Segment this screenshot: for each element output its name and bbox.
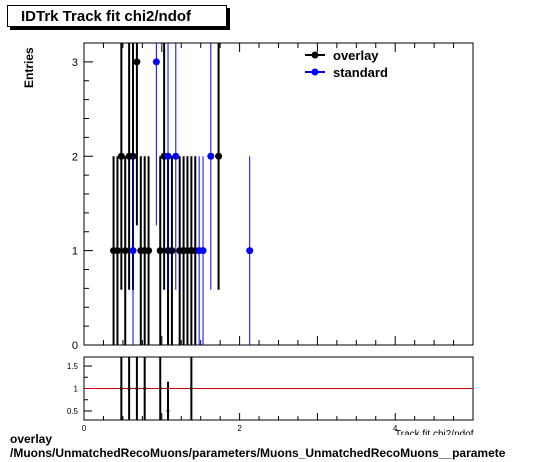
legend-label: standard [333,65,388,80]
footer-line-2: /Muons/UnmatchedRecoMuons/parameters/Muo… [10,446,506,460]
ratio-point [127,387,131,390]
ratio-x-tick-label: 4 [393,424,398,433]
series-standard [129,43,254,345]
y-tick-label: 2 [72,151,78,163]
legend-label: overlay [333,48,379,63]
data-point [121,247,129,255]
ratio-y-tick-label: 1 [74,385,79,394]
data-point [172,152,180,160]
data-point [207,152,215,160]
y-tick-label: 3 [72,57,78,69]
legend-marker [311,51,319,59]
legend-marker [311,68,319,76]
x-axis-label: Track fit chi2/ndof [395,429,474,435]
data-point [246,247,254,255]
ratio-y-tick-label: 0.5 [67,407,79,416]
data-point [133,58,141,66]
ratio-y-tick-label: 1.5 [67,362,79,371]
data-point [152,58,160,66]
ratio-point [166,409,170,413]
chart-title: IDTrk Track fit chi2/ndof [21,8,192,25]
data-point [129,247,137,255]
ratio-point [189,387,193,390]
ratio-point [158,387,162,390]
chart-title-box: IDTrk Track fit chi2/ndof [7,5,227,27]
data-point [117,152,125,160]
data-point [164,152,172,160]
data-point [113,247,121,255]
y-tick-label: 0 [72,340,78,352]
main-plot-frame [83,42,474,346]
data-point [145,247,153,255]
ratio-point [119,387,123,390]
data-point [215,152,223,160]
footer-line-1: overlay [10,432,53,446]
y-axis-label: Entries [22,47,36,88]
data-point [199,247,207,255]
ratio-x-tick-label: 0 [82,424,87,433]
y-tick-label: 1 [72,246,78,258]
data-point [168,247,176,255]
ratio-point [135,387,139,390]
data-point [156,247,164,255]
ratio-x-tick-label: 2 [237,424,242,433]
ratio-point [143,387,147,390]
